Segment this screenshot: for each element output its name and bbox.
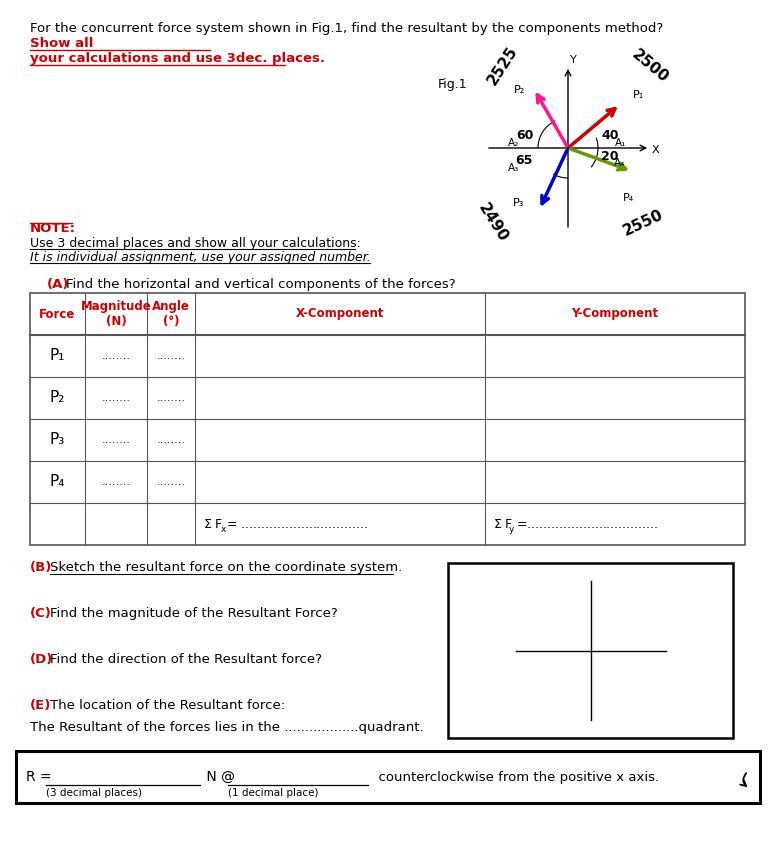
Text: y: y <box>509 525 514 534</box>
Text: X-Component: X-Component <box>296 308 384 321</box>
Text: $\Sigma$ F =.................................: $\Sigma$ F =............................… <box>493 518 658 531</box>
Text: NOTE:: NOTE: <box>30 222 76 235</box>
Text: Angle
(°): Angle (°) <box>152 300 190 328</box>
Text: (3 decimal places): (3 decimal places) <box>46 788 142 798</box>
Text: Show all: Show all <box>30 37 93 50</box>
Text: Find the magnitude of the Resultant Force?: Find the magnitude of the Resultant Forc… <box>50 607 338 620</box>
Text: (A): (A) <box>47 278 70 291</box>
Text: (1 decimal place): (1 decimal place) <box>228 788 318 798</box>
Text: P₃: P₃ <box>50 433 65 447</box>
Text: ........: ........ <box>102 393 130 403</box>
Text: 20: 20 <box>601 150 618 163</box>
Text: x: x <box>221 525 227 534</box>
Text: ........: ........ <box>157 393 185 403</box>
Text: 40: 40 <box>601 129 618 142</box>
Text: Magnitude
(N): Magnitude (N) <box>81 300 151 328</box>
Text: ........: ........ <box>102 351 130 361</box>
Text: Force: Force <box>40 308 76 321</box>
Text: your calculations and use 3dec. places.: your calculations and use 3dec. places. <box>30 52 325 65</box>
Bar <box>16 751 760 803</box>
Text: A₁: A₁ <box>615 138 626 148</box>
Text: P₃: P₃ <box>513 198 525 208</box>
Text: A₂: A₂ <box>508 138 519 148</box>
Text: 60: 60 <box>516 129 533 142</box>
Text: N @: N @ <box>202 770 239 784</box>
Text: 2550: 2550 <box>621 207 666 238</box>
Text: (E): (E) <box>30 699 51 712</box>
Text: Use 3 decimal places and show all your calculations:: Use 3 decimal places and show all your c… <box>30 237 361 250</box>
Text: (D): (D) <box>30 653 54 666</box>
Text: counterclockwise from the positive x axis.: counterclockwise from the positive x axi… <box>370 771 659 784</box>
Text: It is individual assignment, use your assigned number.: It is individual assignment, use your as… <box>30 251 371 264</box>
Text: ........: ........ <box>157 435 185 445</box>
Text: ........: ........ <box>157 351 185 361</box>
Text: ........: ........ <box>157 477 185 487</box>
Text: P₄: P₄ <box>623 193 634 203</box>
Text: 65: 65 <box>515 154 532 167</box>
Text: (C): (C) <box>30 607 52 620</box>
Text: P₂: P₂ <box>514 85 525 95</box>
Text: Find the horizontal and vertical components of the forces?: Find the horizontal and vertical compone… <box>66 278 456 291</box>
Text: A₄: A₄ <box>614 158 625 168</box>
Text: The Resultant of the forces lies in the ..................quadrant.: The Resultant of the forces lies in the … <box>30 721 424 734</box>
Text: 2490: 2490 <box>476 201 511 245</box>
Text: P₂: P₂ <box>50 390 65 406</box>
Text: $\Sigma$ F = ................................: $\Sigma$ F = ...........................… <box>203 518 369 531</box>
Text: 2500: 2500 <box>629 47 671 86</box>
Text: R =: R = <box>26 770 56 784</box>
Text: P₁: P₁ <box>633 90 644 100</box>
Text: A₃: A₃ <box>508 163 519 173</box>
Text: P₄: P₄ <box>50 474 65 490</box>
Text: Y: Y <box>570 55 577 65</box>
Text: X: X <box>652 145 660 155</box>
Text: Y-Component: Y-Component <box>571 308 659 321</box>
Text: ........: ........ <box>102 477 130 487</box>
Text: 2525: 2525 <box>485 44 521 88</box>
Bar <box>30 293 745 545</box>
Text: ........: ........ <box>102 435 130 445</box>
Text: For the concurrent force system shown in Fig.1, find the resultant by the compon: For the concurrent force system shown in… <box>30 22 667 35</box>
Text: P₁: P₁ <box>50 349 65 363</box>
Text: (B): (B) <box>30 561 52 574</box>
Bar <box>448 563 733 738</box>
Text: Sketch the resultant force on the coordinate system.: Sketch the resultant force on the coordi… <box>50 561 402 574</box>
Text: Fig.1: Fig.1 <box>438 78 468 91</box>
Text: The location of the Resultant force:: The location of the Resultant force: <box>50 699 285 712</box>
Text: Find the direction of the Resultant force?: Find the direction of the Resultant forc… <box>50 653 322 666</box>
